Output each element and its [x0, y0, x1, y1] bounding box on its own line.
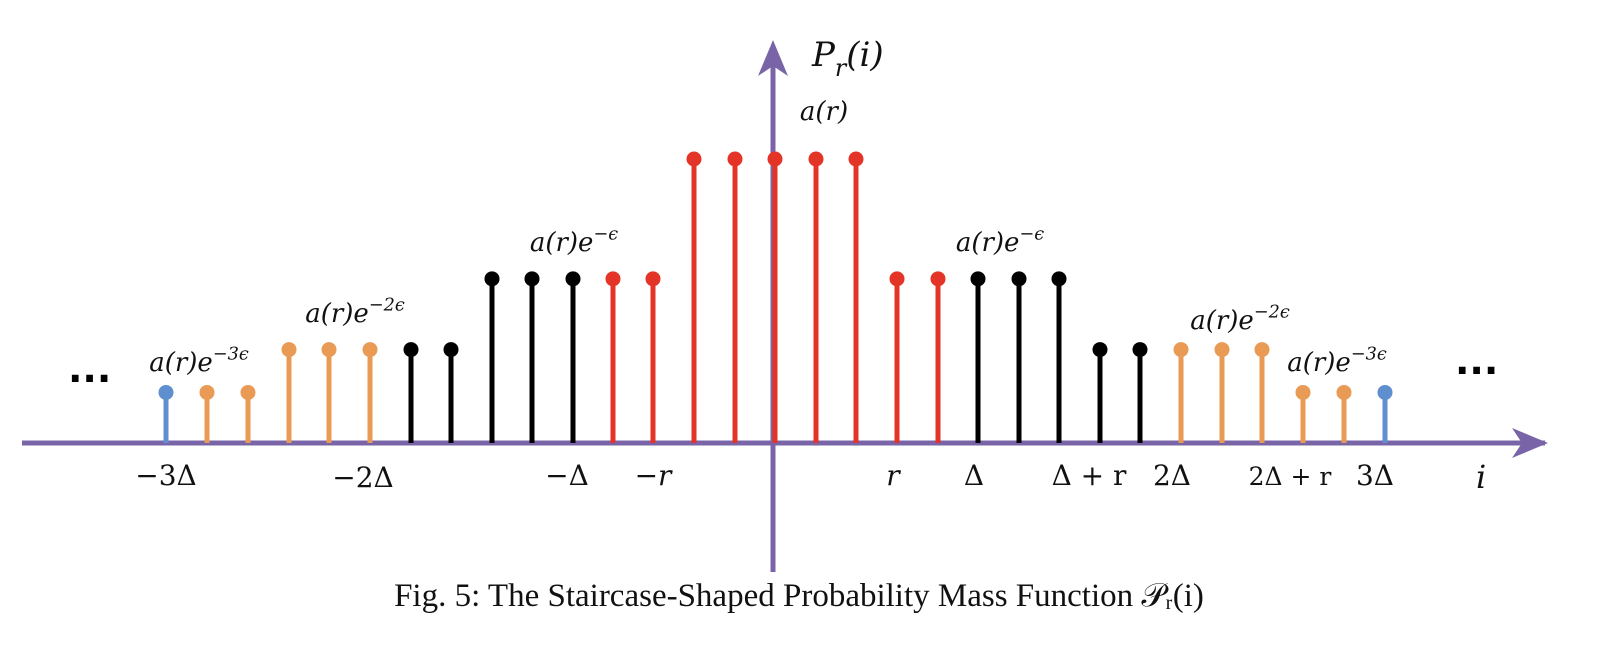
x-axis-arrow-icon: [1512, 428, 1548, 458]
stem-13: [686, 151, 702, 443]
tick-label: −Δ: [545, 459, 589, 492]
stem-marker: [443, 342, 459, 358]
stem-19: [930, 271, 946, 443]
stem-marker: [1214, 342, 1230, 358]
stem-marker: [321, 342, 337, 358]
tick-label: 2Δ: [1153, 459, 1191, 492]
ellipsis-right: ...: [1455, 339, 1498, 383]
stem-28: [1295, 384, 1311, 443]
stem-11: [605, 271, 621, 443]
stem-marker: [1011, 271, 1027, 287]
stem-marker: [605, 271, 621, 287]
tick-label: Δ: [964, 459, 984, 492]
stem-marker: [808, 151, 824, 167]
stem-27: [1254, 342, 1270, 443]
stem-25: [1173, 342, 1189, 443]
stem-marker: [889, 271, 905, 287]
stem-18: [889, 271, 905, 443]
stem-marker: [362, 342, 378, 358]
stem-15: [767, 151, 783, 443]
level-label: a(r)e−2ϵ: [1190, 302, 1290, 336]
y-axis-label: Pr(i): [811, 35, 884, 82]
stem-9: [524, 271, 540, 443]
stem-0: [158, 384, 174, 443]
stem-29: [1336, 384, 1352, 443]
stem-marker: [1377, 384, 1393, 400]
tick-label: 2Δ + r: [1249, 462, 1332, 491]
stem-10: [565, 271, 581, 443]
level-label: a(r): [800, 97, 848, 127]
stem-4: [321, 342, 337, 443]
stem-marker: [848, 151, 864, 167]
stem-marker: [686, 151, 702, 167]
level-label: a(r)e−2ϵ: [305, 295, 405, 329]
level-label: a(r)e−ϵ: [530, 224, 618, 258]
level-label: a(r)e−ϵ: [956, 224, 1044, 258]
tick-label: r: [886, 459, 901, 492]
stem-24: [1132, 342, 1148, 443]
stem-12: [645, 271, 661, 443]
stem-marker: [240, 384, 256, 400]
level-label: a(r)e−3ϵ: [149, 344, 249, 378]
stem-marker: [1051, 271, 1067, 287]
stem-marker: [930, 271, 946, 287]
tick-label: −r: [635, 459, 673, 492]
stem-6: [403, 342, 419, 443]
stem-22: [1051, 271, 1067, 443]
stem-marker: [524, 271, 540, 287]
stem-marker: [281, 342, 297, 358]
stem-marker: [727, 151, 743, 167]
stem-marker: [1132, 342, 1148, 358]
tick-labels: −3Δ −2Δ −Δ −r r Δ Δ + r 2Δ 2Δ + r 3Δ: [135, 459, 1394, 494]
stem-14: [727, 151, 743, 443]
stem-7: [443, 342, 459, 443]
stem-23: [1092, 342, 1108, 443]
tick-label: −2Δ: [332, 461, 394, 494]
stem-marker: [1254, 342, 1270, 358]
stem-marker: [1295, 384, 1311, 400]
stem-17: [848, 151, 864, 443]
stem-30: [1377, 384, 1393, 443]
stem-26: [1214, 342, 1230, 443]
staircase-pmf-figure: Pr(i) i ... ... −3Δ −2Δ −Δ −r r Δ Δ + r …: [22, 35, 1548, 572]
tick-label: −3Δ: [135, 459, 197, 492]
stem-marker: [970, 271, 986, 287]
stem-21: [1011, 271, 1027, 443]
stem-marker: [645, 271, 661, 287]
stem-1: [199, 384, 215, 443]
stem-plot: [158, 151, 1393, 443]
stem-20: [970, 271, 986, 443]
stem-16: [808, 151, 824, 443]
tick-label: 3Δ: [1356, 459, 1394, 492]
level-labels: a(r) a(r)e−ϵ a(r)e−ϵ a(r)e−2ϵ a(r)e−2ϵ a(r)e−…: [149, 97, 1387, 378]
stem-marker: [403, 342, 419, 358]
tick-label: Δ + r: [1052, 459, 1127, 492]
stem-marker: [767, 151, 783, 167]
stem-marker: [199, 384, 215, 400]
stem-marker: [565, 271, 581, 287]
stem-5: [362, 342, 378, 443]
x-axis-label: i: [1476, 458, 1486, 496]
y-axis-arrow-icon: [758, 40, 788, 76]
level-label: a(r)e−3ϵ: [1287, 344, 1387, 378]
ellipsis-left: ...: [68, 347, 111, 391]
stem-marker: [1092, 342, 1108, 358]
stem-marker: [1173, 342, 1189, 358]
stem-3: [281, 342, 297, 443]
stem-marker: [1336, 384, 1352, 400]
figure-caption: Fig. 5: The Staircase-Shaped Probability…: [394, 578, 1204, 614]
stem-marker: [158, 384, 174, 400]
stem-marker: [484, 271, 500, 287]
stem-8: [484, 271, 500, 443]
stem-2: [240, 384, 256, 443]
